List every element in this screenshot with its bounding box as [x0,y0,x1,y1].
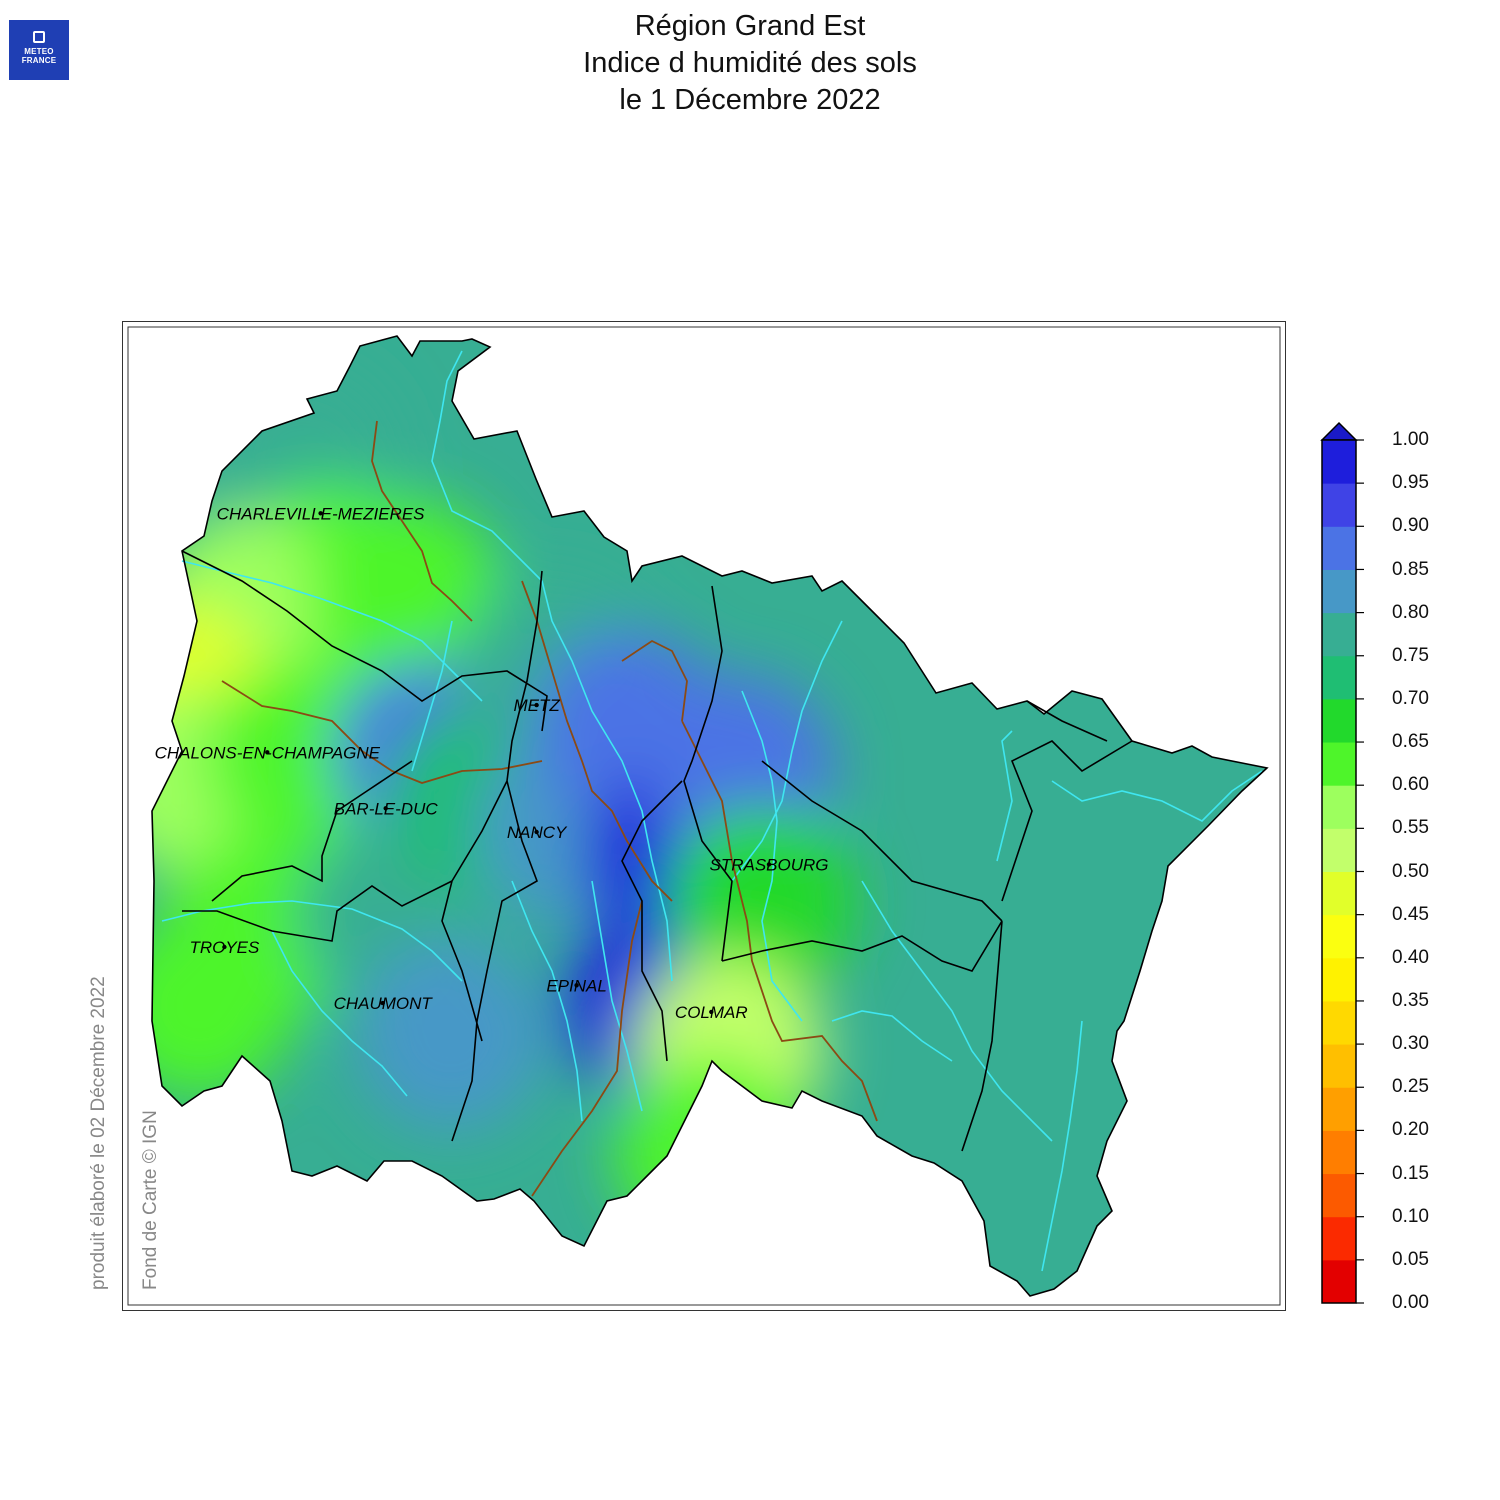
legend-swatch-6 [1322,1000,1356,1045]
city-label: METZ [513,696,560,715]
title-variable: Indice d humidité des sols [583,47,917,79]
city-marker [574,983,579,988]
legend-colorbar [1320,421,1364,1304]
legend-label: 0.75 [1392,644,1429,666]
city-label: CHALONS-EN-CHAMPAGNE [155,743,381,762]
moisture-zone-12 [355,940,546,1131]
legend-label: 0.55 [1392,817,1429,839]
city-troyes: TROYES [189,938,260,957]
production-date-credit: produit élaboré le 02 Décembre 2022 [88,976,109,1290]
city-label: TROYES [189,938,260,957]
legend-label: 0.95 [1392,472,1429,494]
legend-label: 0.60 [1392,774,1429,796]
legend-swatch-1 [1322,1216,1356,1261]
logo-text-line2: FRANCE [21,56,57,65]
city-label: STRASBOURG [709,855,828,874]
legend-swatch-4 [1322,1087,1356,1131]
title-region: Région Grand Est [634,10,866,42]
legend-swatch-17 [1322,526,1356,570]
city-labels: CHARLEVILLE-MEZIERES METZ CHALONS-EN-CHAMP… [155,504,829,1022]
legend-swatch-3 [1322,1130,1356,1175]
city-marker [709,1009,714,1015]
legend-swatch-11 [1322,785,1356,829]
legend-label: 0.05 [1392,1248,1429,1270]
legend-label: 0.80 [1392,601,1429,623]
city-charleville-mezieres: CHARLEVILLE-MEZIERES [217,504,425,523]
legend-swatch-10 [1322,828,1356,872]
legend-label: 0.35 [1392,990,1429,1011]
city-marker [534,702,539,708]
legend-swatch-0 [1322,1259,1356,1304]
city-strasbourg: STRASBOURG [709,855,828,874]
map-outer-frame [122,321,1286,1311]
legend-label: 0.90 [1392,515,1429,537]
city-label: NANCY [507,823,568,842]
legend-label: 0.45 [1392,903,1429,925]
legend-label: 0.40 [1392,946,1429,968]
city-marker [222,944,227,950]
department-boundaries [181,550,1133,1152]
legend-label: 0.25 [1392,1076,1429,1098]
city-metz: METZ [513,696,560,715]
basin-boundaries [221,420,878,1197]
city-label: EPINAL [546,976,606,995]
legend-swatch-19 [1322,440,1356,484]
color-legend: 0.00 0.05 0.10 0.15 0.20 0.25 0.30 0.35 0.40 0.45… [1318,420,1468,1320]
legend-swatch-9 [1322,871,1356,916]
city-epinal: EPINAL [546,976,606,995]
legend-label: 1.00 [1392,429,1429,450]
city-chalons-en-champagne: CHALONS-EN-CHAMPAGNE [155,743,381,762]
moisture-zone-9 [311,498,502,688]
legend-swatch-12 [1322,742,1356,786]
legend-label: 0.20 [1392,1119,1429,1141]
map-title: Région Grand Est Indice d humidité des s… [0,8,1500,119]
legend-swatch-13 [1322,698,1356,743]
rivers [161,350,1263,1272]
legend-swatch-18 [1322,483,1356,527]
legend-swatch-14 [1322,655,1356,700]
city-label: COLMAR [675,1003,748,1022]
legend-label: 0.85 [1392,558,1429,580]
legend-swatch-15 [1322,612,1356,657]
legend-swatch-16 [1322,569,1356,614]
logo-text-line1: METEO [24,47,54,56]
city-chaumont: CHAUMONT [334,994,434,1013]
city-nancy: NANCY [507,823,568,842]
legend-label: 0.15 [1392,1162,1429,1184]
city-marker [318,511,323,516]
city-marker [380,1000,385,1006]
legend-label: 0.70 [1392,687,1429,709]
city-colmar: COLMAR [675,1003,748,1022]
legend-swatch-8 [1322,914,1356,959]
legend-label: 0.50 [1392,860,1429,882]
city-marker [766,862,772,867]
city-bar-le-duc: BAR-LE-DUC [334,799,439,818]
legend-swatch-2 [1322,1173,1356,1218]
basemap-credit: Fond de Carte © IGN [140,1110,161,1290]
legend-label: 0.65 [1392,731,1429,753]
title-date: le 1 Décembre 2022 [619,84,881,116]
legend-label: 0.10 [1392,1205,1429,1227]
legend-swatch-5 [1322,1044,1356,1088]
meteo-france-logo: METEO FRANCE [9,20,69,80]
moisture-zone-22 [614,1058,805,1249]
city-marker [265,750,270,755]
moisture-zone-8 [152,911,295,1101]
logo-mark-icon [33,31,45,43]
region-outline [151,335,1269,1297]
city-label: CHARLEVILLE-MEZIERES [217,504,425,523]
map-inner-frame [127,326,1281,1306]
city-label: BAR-LE-DUC [334,799,439,818]
city-marker [383,806,388,811]
city-label: CHAUMONT [334,994,434,1013]
moisture-zone-20 [666,807,857,998]
legend-swatch-7 [1322,957,1356,1002]
map-panel: CHARLEVILLE-MEZIERES METZ CHALONS-EN-CHAMP… [122,321,1286,1311]
legend-label: 0.30 [1392,1033,1429,1055]
city-marker [534,829,539,835]
legend-extend-arrow-icon [1320,421,1358,441]
legend-label: 0.00 [1392,1292,1429,1313]
